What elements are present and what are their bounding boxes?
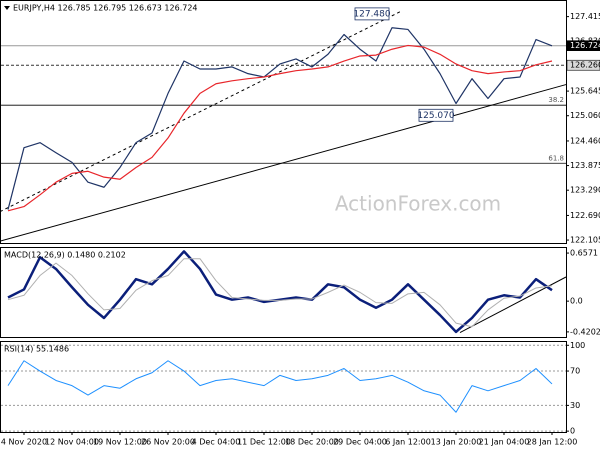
annotation-box: [354, 7, 390, 21]
panel-title: RSI(14) 55.1486: [4, 345, 69, 354]
y-tick-label: 30: [570, 401, 580, 410]
x-tick-label: 19 Nov 12:00: [93, 438, 147, 447]
y-tick-label: 124.460: [570, 136, 600, 145]
rsi-panel: [0, 341, 567, 433]
watermark: ActionForex.com: [335, 192, 501, 216]
panel-title: MACD(12,26,9) 0.1480 0.2102: [4, 251, 126, 260]
price-box-label: 126.260: [570, 61, 600, 70]
annotation-label: 127.480: [353, 9, 390, 19]
x-tick-label: 28 Jan 12:00: [527, 438, 578, 447]
price-box: [566, 59, 600, 71]
x-tick-label: 6 Jan 12:00: [385, 438, 431, 447]
y-tick-label: 0: [570, 427, 575, 436]
price-box-label: 126.724: [570, 41, 600, 50]
x-tick-label: 26 Nov 20:00: [141, 438, 195, 447]
x-tick-label: 4 Dec 04:00: [192, 438, 241, 447]
series-line: [7, 258, 553, 328]
x-tick-label: 18 Dec 20:00: [285, 438, 339, 447]
x-tick-label: 12 Nov 04:00: [45, 438, 99, 447]
y-tick-label: 123.290: [570, 186, 600, 195]
y-tick-label: 122.105: [570, 236, 600, 245]
y-tick-label: 122.690: [570, 211, 600, 220]
y-tick-label: 70: [570, 367, 580, 376]
y-tick-label: 127.415: [570, 12, 600, 21]
x-tick-label: 21 Jan 04:00: [479, 438, 530, 447]
series-line: [7, 27, 553, 210]
y-tick-label: 100: [570, 341, 585, 350]
price-box: [566, 40, 600, 51]
y-tick-label: 125.060: [570, 111, 600, 120]
x-tick-label: 4 Nov 2020: [1, 438, 47, 447]
fibo-label: 38.2: [548, 96, 564, 104]
trend-line: [0, 84, 567, 242]
series-line: [7, 250, 553, 334]
y-tick-label: -0.4202: [570, 327, 600, 336]
annotation-box: [418, 108, 454, 122]
y-tick-label: 0.0: [570, 297, 583, 306]
annotation-label: 125.070: [417, 111, 454, 121]
series-line: [7, 44, 553, 212]
series-line: [7, 360, 553, 413]
panel-title: EURJPY,H4 126.785 126.795 126.673 126.72…: [13, 4, 198, 13]
price-panel: [0, 0, 567, 244]
x-tick-label: 11 Dec 12:00: [237, 438, 291, 447]
y-tick-label: 0.6571: [570, 249, 598, 258]
y-tick-label: 123.875: [570, 161, 600, 170]
macd-panel: [0, 247, 567, 338]
x-tick-label: 29 Dec 04:00: [333, 438, 387, 447]
symbol-icon: [4, 6, 10, 10]
x-tick-label: 13 Jan 20:00: [431, 438, 482, 447]
y-tick-label: 125.645: [570, 87, 600, 96]
fibo-label: 61.8: [548, 154, 564, 162]
trend-line: [0, 11, 401, 213]
